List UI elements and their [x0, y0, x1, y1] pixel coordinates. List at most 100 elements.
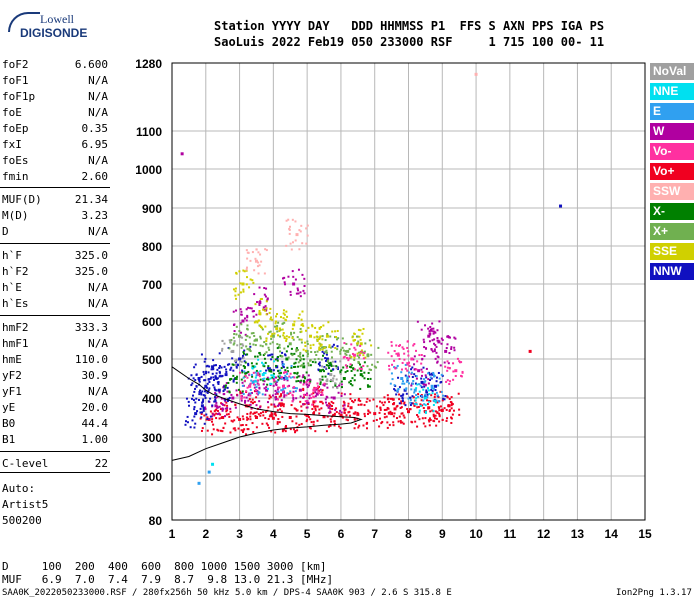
echo-point	[400, 406, 403, 409]
echo-point	[345, 418, 348, 421]
param-name: fxI	[2, 138, 22, 151]
echo-point	[212, 367, 215, 370]
echo-point	[274, 376, 277, 379]
echo-point	[254, 355, 257, 358]
echo-point	[431, 322, 434, 325]
echo-point	[201, 390, 204, 393]
echo-point	[318, 364, 321, 367]
param-row: D N/A	[2, 225, 108, 240]
echo-point	[274, 414, 277, 417]
echo-point	[348, 414, 351, 417]
echo-point	[338, 409, 341, 412]
echo-point	[388, 412, 391, 415]
echo-point	[401, 421, 404, 424]
echo-point	[204, 396, 207, 399]
echo-point	[302, 354, 305, 357]
echo-point	[306, 406, 309, 409]
echo-point	[264, 248, 267, 251]
param-name: yF2	[2, 369, 22, 382]
echo-point	[316, 387, 319, 390]
echo-point	[276, 392, 279, 395]
echo-point	[410, 372, 413, 375]
echo-point	[255, 396, 258, 399]
echo-point	[241, 391, 244, 394]
param-name: foEp	[2, 122, 29, 135]
echo-point	[231, 396, 235, 400]
echo-point	[311, 403, 314, 406]
echo-point	[248, 373, 251, 376]
echo-point	[271, 356, 274, 359]
echo-point	[282, 366, 285, 369]
echo-point	[372, 398, 375, 401]
echo-point	[434, 410, 437, 413]
echo-point	[241, 282, 245, 286]
param-value: 0.35	[81, 122, 109, 135]
echo-point	[313, 405, 316, 408]
echo-point	[434, 389, 437, 392]
echo-point	[294, 390, 297, 393]
echo-point	[264, 410, 267, 413]
echo-point	[427, 400, 430, 403]
legend-item: Vo-	[650, 143, 694, 160]
param-value: N/A	[88, 74, 108, 87]
echo-point	[314, 395, 317, 398]
echo-point	[267, 354, 270, 357]
echo-point	[245, 276, 248, 279]
echo-point	[207, 378, 210, 381]
echo-point	[278, 386, 281, 389]
echo-point	[363, 377, 366, 380]
echo-point	[257, 392, 260, 395]
echo-point	[212, 359, 215, 362]
echo-point	[194, 387, 197, 390]
echo-point	[280, 355, 283, 358]
echo-point	[428, 424, 431, 427]
echo-point	[356, 342, 359, 345]
echo-point	[444, 349, 448, 353]
echo-point	[226, 404, 229, 407]
echo-point	[359, 329, 362, 332]
echo-point	[224, 415, 227, 418]
echo-point	[317, 368, 320, 371]
echo-point	[328, 410, 331, 413]
echo-point	[303, 292, 306, 295]
echo-point	[286, 370, 289, 373]
echo-point	[203, 373, 206, 376]
echo-point	[352, 401, 355, 404]
echo-point	[393, 412, 396, 415]
echo-point	[259, 378, 262, 381]
echo-point	[398, 402, 401, 405]
echo-point	[297, 292, 300, 295]
param-row: C-level 22	[2, 457, 108, 472]
echo-point	[275, 364, 278, 367]
echo-point	[330, 369, 333, 372]
echo-point	[358, 367, 361, 370]
echo-point	[296, 287, 299, 290]
echo-point	[255, 404, 258, 407]
echo-point	[234, 290, 237, 293]
echo-point	[422, 383, 425, 386]
echo-point	[440, 390, 443, 393]
echo-point	[243, 379, 246, 382]
echo-point	[262, 306, 265, 309]
y-tick-label: 1280	[135, 57, 162, 71]
echo-point	[410, 388, 413, 391]
param-name: h`F2	[2, 265, 29, 278]
echo-point	[283, 281, 286, 284]
echo-point	[241, 343, 244, 346]
echo-point	[298, 248, 301, 251]
echo-point	[383, 396, 386, 399]
echo-point	[418, 354, 421, 357]
echo-point	[203, 379, 206, 382]
echo-point	[379, 408, 382, 411]
echo-point	[316, 382, 319, 385]
x-tick-label: 4	[270, 527, 277, 541]
echo-point	[203, 360, 206, 363]
echo-point	[268, 394, 271, 397]
echo-point	[429, 379, 432, 382]
echo-point	[362, 357, 365, 360]
echo-point	[197, 398, 200, 401]
echo-point	[281, 415, 284, 418]
echo-point	[443, 361, 446, 364]
echo-point	[192, 399, 195, 402]
echo-point	[213, 388, 216, 391]
